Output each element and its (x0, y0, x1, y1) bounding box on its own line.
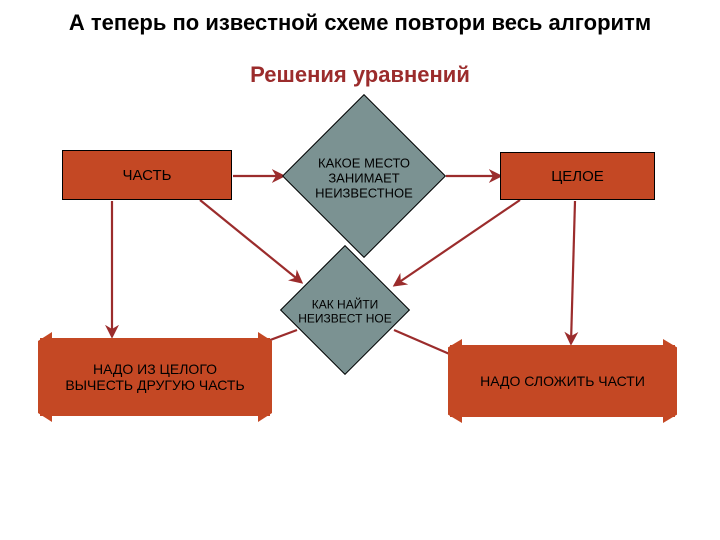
part-box: ЧАСТЬ (62, 150, 232, 200)
answer-banner-left: НАДО ИЗ ЦЕЛОГО ВЫЧЕСТЬ ДРУГУЮ ЧАСТЬ (40, 338, 270, 416)
title-line-2: Решения уравнений (0, 62, 720, 88)
answer-banner-left-label: НАДО ИЗ ЦЕЛОГО ВЫЧЕСТЬ ДРУГУЮ ЧАСТЬ (58, 361, 252, 393)
arrow-line (571, 201, 575, 343)
title-line-1: А теперь по известной схеме повтори весь… (0, 10, 720, 36)
part-box-label: ЧАСТЬ (122, 167, 171, 184)
answer-banner-right: НАДО СЛОЖИТЬ ЧАСТИ (450, 345, 675, 417)
diagram-stage: А теперь по известной схеме повтори весь… (0, 0, 720, 540)
question-diamond-bottom: КАК НАЙТИ НЕИЗВЕСТ НОЕ (280, 245, 410, 375)
whole-box: ЦЕЛОЕ (500, 152, 655, 200)
answer-banner-right-label: НАДО СЛОЖИТЬ ЧАСТИ (480, 373, 645, 389)
question-diamond-top: КАКОЕ МЕСТО ЗАНИМАЕТ НЕИЗВЕСТНОЕ (282, 94, 446, 258)
question-diamond-top-label: КАКОЕ МЕСТО ЗАНИМАЕТ НЕИЗВЕСТНОЕ (286, 155, 443, 200)
question-diamond-bottom-label: КАК НАЙТИ НЕИЗВЕСТ НОЕ (283, 297, 407, 325)
whole-box-label: ЦЕЛОЕ (551, 168, 604, 185)
